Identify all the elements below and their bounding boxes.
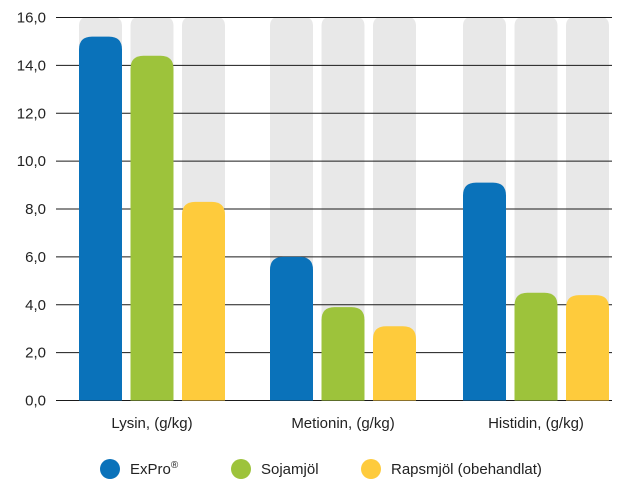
- bar: [270, 256, 313, 401]
- y-tick-label: 10,0: [17, 153, 46, 170]
- x-category-label: Metionin, (g/kg): [291, 415, 394, 432]
- legend-label: Sojamjöl: [261, 461, 319, 478]
- x-axis-category-labels: Lysin, (g/kg) Metionin, (g/kg) Histidin, (…: [111, 415, 584, 432]
- bar: [79, 36, 122, 401]
- legend: ExPro® Sojamjöl Rapsmjöl (obehandlat): [100, 459, 542, 479]
- y-tick-label: 4,0: [25, 297, 46, 314]
- y-tick-label: 16,0: [17, 10, 46, 27]
- y-tick-label: 12,0: [17, 105, 46, 122]
- x-category-label: Histidin, (g/kg): [488, 415, 584, 432]
- y-tick-label: 2,0: [25, 345, 46, 362]
- legend-swatch: [361, 459, 381, 479]
- bar: [130, 55, 174, 401]
- legend-swatch: [100, 459, 120, 479]
- legend-label: ExPro®: [130, 460, 179, 478]
- y-tick-label: 8,0: [25, 201, 46, 218]
- legend-swatch: [231, 459, 251, 479]
- bar: [182, 201, 225, 401]
- bar: [514, 292, 558, 401]
- data-bars: [79, 36, 609, 401]
- y-tick-label: 14,0: [17, 57, 46, 74]
- bar: [373, 326, 416, 401]
- x-category-label: Lysin, (g/kg): [111, 415, 192, 432]
- y-tick-label: 6,0: [25, 249, 46, 266]
- bar: [463, 182, 506, 401]
- y-axis-tick-labels: 0,0 2,0 4,0 6,0 8,0 10,0 12,0 14,0 16,0: [17, 10, 46, 410]
- bar: [321, 307, 365, 401]
- bar: [566, 295, 609, 401]
- legend-label: Rapsmjöl (obehandlat): [391, 461, 542, 478]
- y-tick-label: 0,0: [25, 393, 46, 410]
